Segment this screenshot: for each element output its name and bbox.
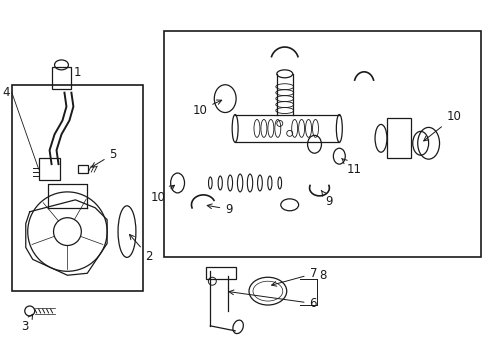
Text: 9: 9 xyxy=(321,190,332,208)
Text: 6: 6 xyxy=(228,290,316,310)
Text: 1: 1 xyxy=(74,66,81,79)
Text: 10: 10 xyxy=(192,100,221,117)
Text: 9: 9 xyxy=(207,203,232,216)
Bar xyxy=(12,85,142,291)
Text: 11: 11 xyxy=(341,158,361,176)
Text: 8: 8 xyxy=(318,269,325,282)
Bar xyxy=(206,267,236,279)
Text: 10: 10 xyxy=(150,185,174,204)
Bar xyxy=(39,158,61,180)
Bar xyxy=(51,67,71,89)
Bar xyxy=(78,165,88,173)
Text: 7: 7 xyxy=(271,267,316,286)
Text: 2: 2 xyxy=(129,234,152,263)
Bar xyxy=(386,118,410,158)
Text: 5: 5 xyxy=(91,148,117,167)
Bar xyxy=(163,31,480,257)
Text: 4: 4 xyxy=(2,86,10,99)
Text: 3: 3 xyxy=(21,314,33,333)
Text: 10: 10 xyxy=(423,111,460,141)
